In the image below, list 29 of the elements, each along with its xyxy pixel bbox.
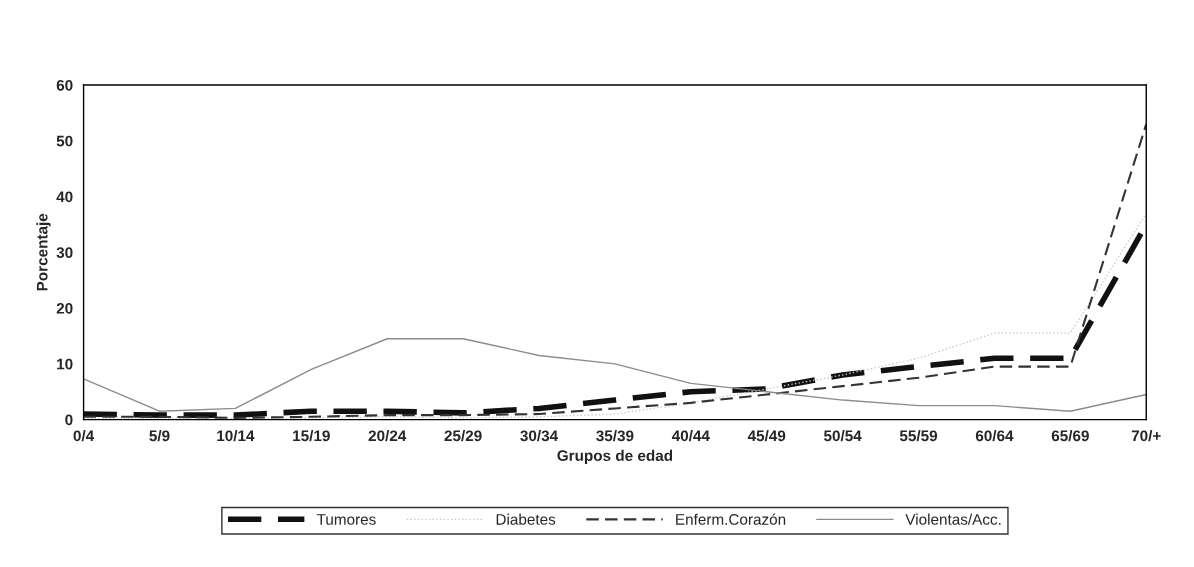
y-tick-label: 50 (56, 135, 73, 147)
x-tick-label: 35/39 (596, 430, 634, 442)
y-tick-label: 20 (56, 302, 73, 314)
x-tick-label: 55/59 (899, 430, 938, 442)
x-tick-label: 65/69 (1051, 430, 1089, 442)
x-tick-label: 10/14 (217, 430, 255, 442)
x-tick-label: 50/54 (823, 430, 862, 442)
x-tick-label: 40/44 (671, 430, 710, 442)
legend-label: Tumores (316, 514, 376, 525)
x-tick-label: 30/34 (520, 430, 559, 442)
x-axis-title: Grupos de edad (557, 449, 673, 465)
legend-label: Violentas/Acc. (905, 513, 1001, 525)
line-series (83, 338, 1147, 412)
x-tick-label: 60/64 (975, 430, 1014, 442)
legend-label: Diabetes (496, 513, 556, 525)
y-tick-label: 40 (56, 191, 73, 203)
x-tick-label: 0/4 (73, 430, 95, 442)
y-tick-label: 60 (56, 79, 73, 91)
y-tick-label: 10 (57, 358, 73, 370)
y-axis-title: Porcentaje (36, 213, 51, 291)
y-tick-label: 0 (65, 414, 73, 426)
legend-label: Enferm.Corazón (676, 513, 786, 525)
x-tick-label: 45/49 (747, 430, 786, 442)
x-tick-label: 20/24 (368, 430, 407, 442)
x-tick-label: 15/19 (293, 430, 330, 442)
x-tick-label: 70/+ (1131, 430, 1161, 442)
x-tick-label: 25/29 (444, 430, 482, 442)
x-tick-label: 5/9 (149, 430, 170, 442)
y-tick-label: 30 (56, 247, 73, 259)
